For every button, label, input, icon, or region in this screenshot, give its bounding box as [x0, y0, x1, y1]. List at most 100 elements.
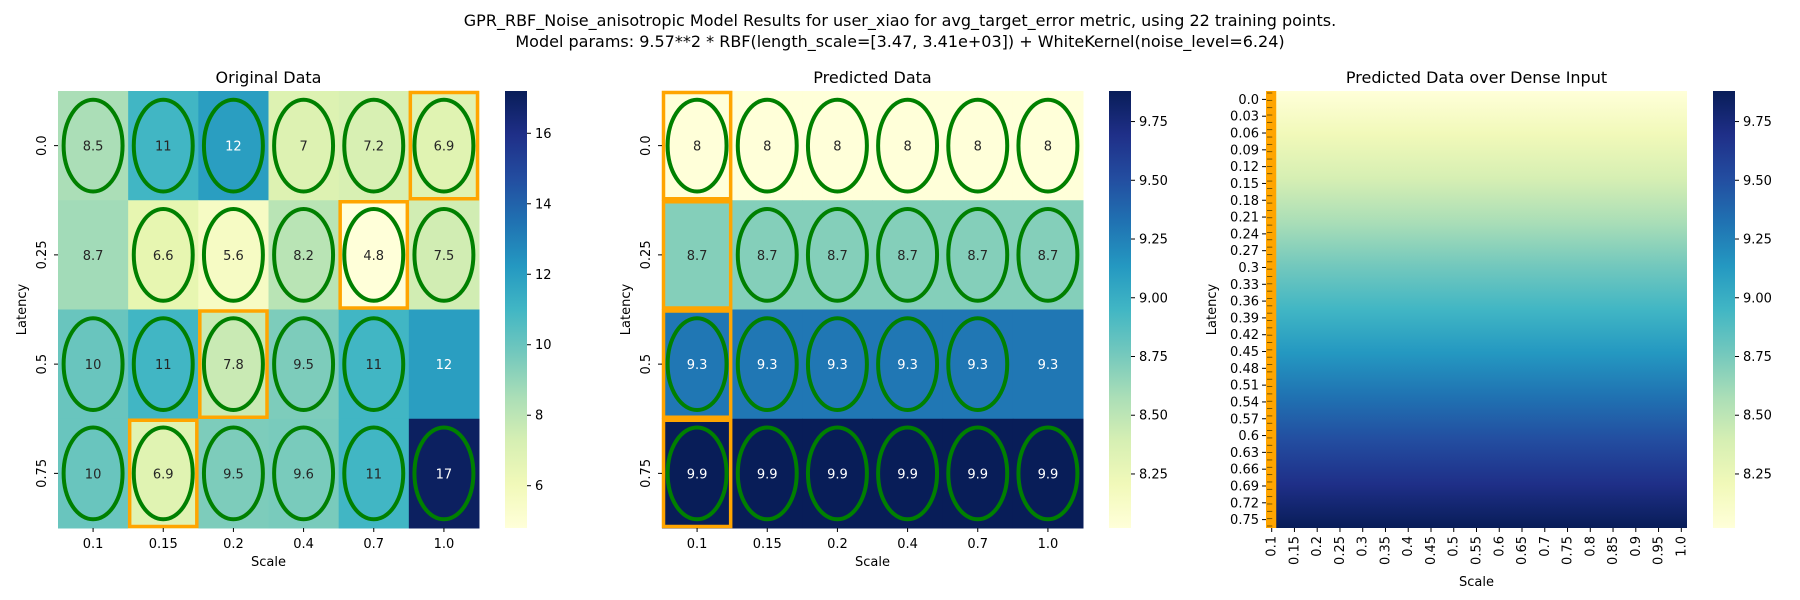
- x-tick-label: 1.0: [1038, 537, 1059, 552]
- x-tick-label: 0.8: [1583, 536, 1598, 557]
- cell-ellipse: [272, 97, 336, 194]
- colorbar: [1109, 91, 1131, 528]
- y-tick-label: 0.45: [1230, 345, 1259, 360]
- cell-value-label: 11: [365, 358, 382, 373]
- heatmap-cell: [802, 91, 873, 201]
- x-tick-label: 0.6: [1492, 536, 1507, 557]
- heatmap-cell: [338, 91, 410, 201]
- x-tick-label: 0.15: [149, 537, 178, 552]
- y-axis-label: Latency: [1205, 284, 1220, 336]
- y-tick-label: 0.24: [1230, 227, 1259, 242]
- dense-prediction-panel: 0.1 0.15 0.2 0.25 0.3 0.35 0.4 0.45 0.5 0.55 0.6 0.…: [1205, 68, 1772, 590]
- x-tick-label: 1.0: [434, 537, 455, 552]
- cell-value-label: 7: [299, 140, 307, 155]
- cell-value-label: 8: [833, 140, 841, 155]
- cell-ellipse: [342, 316, 406, 413]
- cell-ellipse: [272, 206, 336, 303]
- x-tick-label: 0.55: [1470, 536, 1485, 565]
- cell-ellipse: [61, 425, 125, 522]
- cell-ellipse: [131, 206, 195, 303]
- heatmap-cell: [58, 309, 129, 420]
- cell-ellipse: [876, 206, 940, 303]
- heatmap-cell: [872, 200, 944, 310]
- cell-ellipse: [1016, 206, 1080, 303]
- heatmap-cell: [662, 91, 733, 201]
- cell-ellipse: [735, 425, 799, 522]
- x-tick-label: 0.7: [967, 537, 988, 552]
- cell-value-label: 11: [155, 140, 172, 155]
- cell-value-label: 9.9: [1038, 467, 1059, 482]
- x-tick-label: 0.4: [897, 537, 918, 552]
- y-tick-label: 0.69: [1230, 479, 1259, 494]
- cell-ellipse: [131, 316, 195, 413]
- cell-value-label: 9.9: [967, 467, 988, 482]
- heatmap-cell: [408, 91, 480, 201]
- y-tick-label: 0.66: [1230, 463, 1259, 478]
- x-tick-label: 0.65: [1515, 536, 1530, 565]
- y-tick-label: 0.12: [1230, 160, 1259, 175]
- cell-ellipse: [412, 97, 476, 194]
- heatmap-cell: [268, 200, 340, 310]
- y-tick-label: 0.33: [1230, 278, 1259, 293]
- cell-ellipse: [665, 425, 729, 522]
- cell-value-label: 11: [365, 467, 382, 482]
- cell-value-label: 9.5: [223, 467, 244, 482]
- colorbar-tick-label: 6: [535, 479, 543, 494]
- heatmap-cell: [662, 200, 733, 310]
- figure-title-line-2: Model params: 9.57**2 * RBF(length_scale…: [515, 32, 1284, 52]
- cell-value-label: 8.7: [827, 249, 848, 264]
- cell-value-label: 8.2: [293, 249, 314, 264]
- cell-value-label: 8.7: [83, 249, 104, 264]
- cell-value-label: 8.7: [967, 249, 988, 264]
- highlighted-cell: [338, 200, 410, 310]
- cell-value-label: 9.3: [1038, 358, 1059, 373]
- colorbar-tick-label: 10: [535, 338, 552, 353]
- cell-value-label: 8: [903, 140, 911, 155]
- cell-value-label: 9.6: [293, 467, 314, 482]
- colorbar-tick-label: 9.00: [1743, 291, 1772, 306]
- y-tick-label: 0.54: [1230, 395, 1259, 410]
- heatmap-cell: [338, 200, 410, 310]
- colorbar-tick-label: 12: [535, 268, 552, 283]
- cell-value-label: 9.3: [827, 358, 848, 373]
- cell-ellipse: [342, 425, 406, 522]
- colorbar-tick-label: 9.75: [1743, 115, 1772, 130]
- cell-value-label: 10: [85, 467, 102, 482]
- dense-heatmap: [1266, 91, 1687, 528]
- cell-ellipse: [131, 97, 195, 194]
- figure-title-line-1: GPR_RBF_Noise_anisotropic Model Results …: [464, 11, 1336, 31]
- cell-ellipse: [946, 316, 1010, 413]
- cell-value-label: 4.8: [363, 249, 384, 264]
- cell-ellipse: [805, 425, 869, 522]
- heatmap-cell: [732, 309, 803, 420]
- y-tick-label: 0.15: [1230, 177, 1259, 192]
- y-tick-label: 0.18: [1230, 194, 1259, 209]
- y-tick-label: 0.5: [35, 354, 50, 375]
- original-data-panel: 8.5 11 12 7 7.2 6.9 8.7 6.6 5.6 8.2 4.8 7.5 10 11 7.8 9…: [15, 68, 552, 570]
- heatmap-cell: [268, 91, 340, 201]
- cell-ellipse: [412, 206, 476, 303]
- cell-value-label: 6.9: [153, 467, 174, 482]
- cell-ellipse: [805, 97, 869, 194]
- heatmap-cell: [128, 200, 199, 310]
- heatmap-cell: [942, 91, 1014, 201]
- y-tick-label: 0.0: [639, 135, 654, 156]
- y-tick-label: 0.5: [639, 354, 654, 375]
- heatmap-cell: [58, 418, 129, 529]
- x-tick-label: 1.0: [1674, 536, 1689, 557]
- cell-ellipse: [342, 97, 406, 194]
- cell-value-label: 8: [974, 140, 982, 155]
- y-tick-label: 0.63: [1230, 446, 1259, 461]
- x-tick-label: 0.9: [1629, 536, 1644, 557]
- cell-value-label: 12: [225, 140, 242, 155]
- x-tick-label: 0.5: [1447, 536, 1462, 557]
- y-tick-label: 0.72: [1230, 496, 1259, 511]
- cell-ellipse: [665, 97, 729, 194]
- cell-value-label: 6.6: [153, 249, 174, 264]
- heatmap-cell: [942, 200, 1014, 310]
- cell-value-label: 9.9: [827, 467, 848, 482]
- heatmap-cell: [268, 309, 340, 420]
- x-tick-label: 0.4: [1401, 536, 1416, 557]
- cell-ellipse: [946, 425, 1010, 522]
